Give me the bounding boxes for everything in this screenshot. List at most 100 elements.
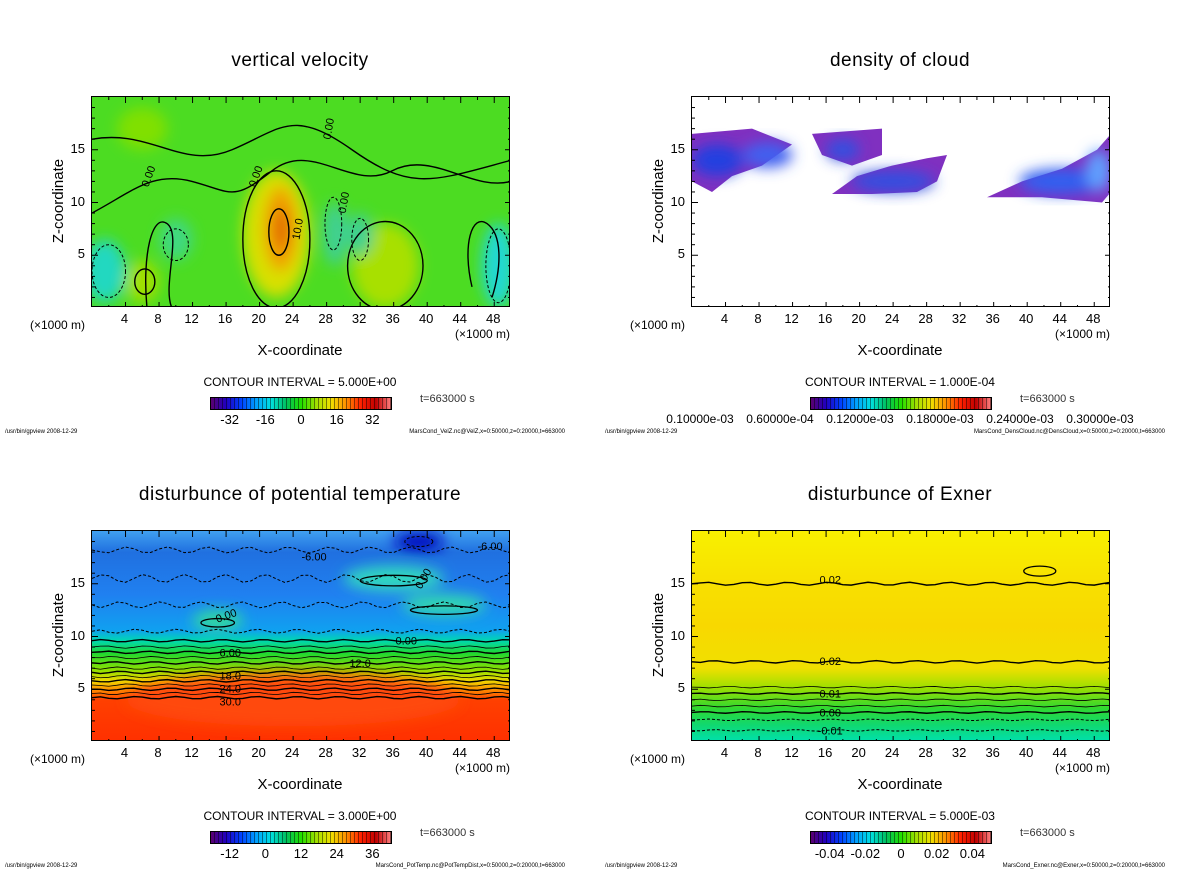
footer-program-date: /usr/bin/gpview 2008-12-29 [5,429,78,435]
colorbar [210,397,392,410]
contour-line [92,683,509,687]
field-blob [92,244,127,298]
contour-line [692,710,1109,714]
colorbar-tick-label: 0.18000e-03 [906,412,974,426]
contour-interval: CONTOUR INTERVAL = 3.000E+00 [203,809,397,823]
contour-interval: CONTOUR INTERVAL = 5.000E+00 [203,375,397,389]
y-tick-label: 10 [670,627,685,643]
x-tick-label: 36 [385,311,400,326]
colorbar-tick-label: 36 [365,846,380,861]
x-tick-label: 36 [985,745,1000,760]
time-label: t=663000 s [420,393,475,405]
contour-line [1023,565,1057,577]
x-tick-label: 28 [918,745,933,760]
field-blob [92,239,126,303]
contour-line [92,660,509,665]
x-tick-label: 28 [318,745,333,760]
x-tick-label: 16 [817,311,833,326]
field-blob [268,208,290,256]
contour-line [92,638,509,643]
contour-line [692,659,1109,664]
y-tick-label: 10 [670,193,685,209]
y-tick-label: 5 [77,680,85,696]
x-tick-label: 4 [120,745,129,760]
field-blob [359,574,428,587]
time-label: t=663000 s [1020,393,1075,405]
contour-line [692,685,1109,689]
contour-line [92,645,509,649]
chart-panel-exner: disturbunce of Exner 0.02 0.02 0.01 0.00 -0.… [600,434,1200,869]
y-tick-label: 10 [70,627,85,643]
x-tick-label: 48 [1086,311,1101,326]
x-tick-label: 32 [951,311,967,326]
colorbar-tick-label: 0.10000e-03 [666,412,734,426]
y-axis-label: Z-coordinate [650,158,667,244]
x-tick-label: 32 [351,745,367,760]
contour-line [92,691,509,696]
contour-label: 18.0 [220,671,241,683]
y-axis-label: Z-coordinate [50,158,67,244]
field-blob [125,673,461,727]
field-blob [274,207,289,250]
footer-data-source: MarsCond_VelZ.nc@VelZ,x=0:50000,z=0:2000… [409,429,565,435]
contour-line [692,698,1109,701]
y-axis-label: Z-coordinate [650,592,667,678]
contour-line [92,678,509,683]
x-tick-label: 8 [754,745,762,760]
colorbar-tick-label: -32 [220,412,240,427]
contour-label: 10.0 [291,217,307,240]
colorbar-tick-label: 0.30000e-03 [1066,412,1134,426]
colorbar-tick-label: 16 [329,412,344,427]
field-blob [346,220,424,306]
x-tick-label: 12 [184,311,199,326]
field-blob [402,594,486,616]
footer-data-source: MarsCond_DensCloud.nc@DensCloud,x=0:5000… [973,429,1165,435]
colorbar-tick-label: 32 [365,412,380,427]
contour-label: 24.0 [220,684,241,696]
contour-line [92,628,509,634]
x-tick-label: 8 [154,311,162,326]
x-tick-label: 40 [418,745,434,760]
field-blob [347,213,373,256]
field-blob [162,228,189,262]
x-unit-label-left: (×1000 m) [630,318,686,332]
field-blob [343,565,444,592]
contour-line [92,670,509,675]
contour-interval: CONTOUR INTERVAL = 1.000E-04 [805,375,995,389]
field-blob [324,196,343,251]
chart-title: density of cloud [829,50,971,71]
x-tick-label: 16 [217,311,233,326]
contour-label: -0.01 [818,725,843,737]
contour-line [92,159,509,214]
x-tick-label: 4 [720,311,729,326]
colorbar [210,831,392,844]
x-tick-label: 28 [318,311,333,326]
field-blob [1018,168,1103,195]
field-blob [159,218,193,261]
x-tick-label: 24 [884,745,900,760]
x-tick-label: 24 [884,311,900,326]
plot-area [691,96,1110,307]
y-axis-label: Z-coordinate [50,592,67,678]
x-unit-label-left: (×1000 m) [630,752,686,766]
field-blob [134,268,156,295]
contour-label: 0.00 [337,191,353,214]
colorbar-tick-label: 0 [897,846,905,861]
x-tick-label: 24 [284,745,300,760]
contour-label: 0.02 [820,575,841,587]
x-tick-label: 20 [251,745,266,760]
contour-line [692,691,1109,695]
colorbar-tick-label: 0.60000e-04 [746,412,814,426]
contour-label: 0.00 [820,707,841,719]
y-tick-label: 15 [70,140,85,156]
footer-program-date: /usr/bin/gpview 2008-12-29 [5,863,78,869]
x-tick-label: 40 [1018,745,1034,760]
field-blob [692,144,743,177]
contour-label: 0.02 [820,656,841,668]
contour-field: 10.00.000.000.000.00 [92,97,509,306]
contour-line [92,666,509,670]
field-blob [242,170,311,306]
x-tick-label: 12 [784,311,799,326]
x-tick-label: 40 [418,311,434,326]
contour-line [92,695,509,700]
